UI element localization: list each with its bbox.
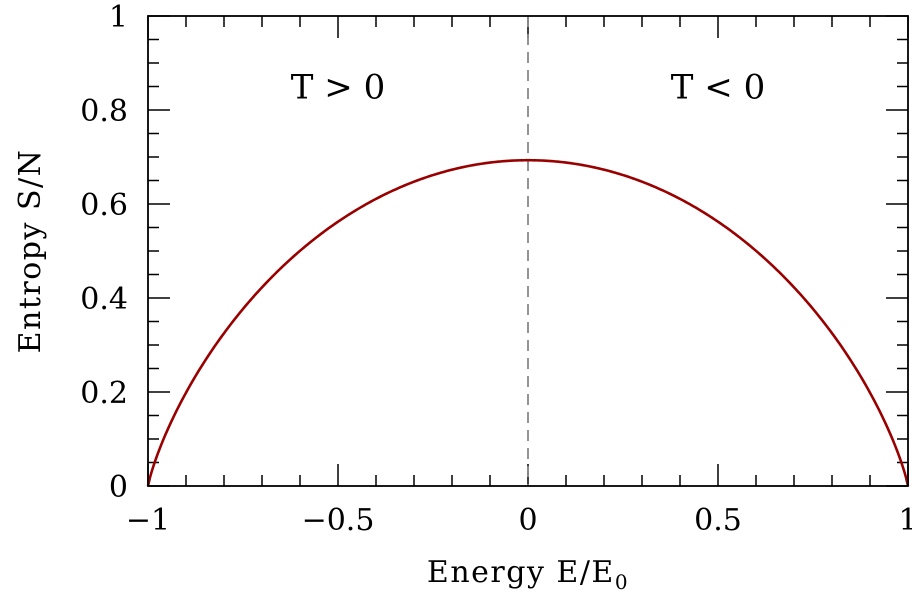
y-tick-label: 0.8 bbox=[80, 94, 128, 129]
annotation-positive-temperature: T > 0 bbox=[291, 68, 385, 108]
annotation-negative-temperature: T < 0 bbox=[671, 68, 765, 108]
minor-ticks bbox=[148, 16, 908, 486]
y-tick-label: 1 bbox=[109, 0, 128, 35]
x-tick-label: 1 bbox=[898, 503, 912, 538]
x-tick-label: 0 bbox=[518, 503, 537, 538]
x-axis-label-subscript: 0 bbox=[615, 570, 629, 594]
x-axis-label: Energy E/E0 bbox=[427, 555, 629, 594]
y-axis-label: Entropy S/N bbox=[13, 149, 48, 354]
x-tick-labels: −1 −0.5 0 0.5 1 bbox=[126, 503, 912, 538]
x-tick-label: 0.5 bbox=[694, 503, 742, 538]
x-axis-label-text: Energy E/E bbox=[427, 555, 615, 590]
y-tick-label: 0.4 bbox=[80, 282, 128, 317]
y-tick-labels: 0 0.2 0.4 0.6 0.8 1 bbox=[80, 0, 128, 505]
plot-frame bbox=[147, 15, 909, 487]
entropy-curve bbox=[146, 158, 910, 487]
x-tick-label: −0.5 bbox=[302, 503, 375, 538]
y-tick-label: 0 bbox=[109, 470, 128, 505]
x-tick-label: −1 bbox=[126, 503, 170, 538]
y-tick-label: 0.2 bbox=[80, 376, 128, 411]
y-tick-label: 0.6 bbox=[80, 188, 128, 223]
